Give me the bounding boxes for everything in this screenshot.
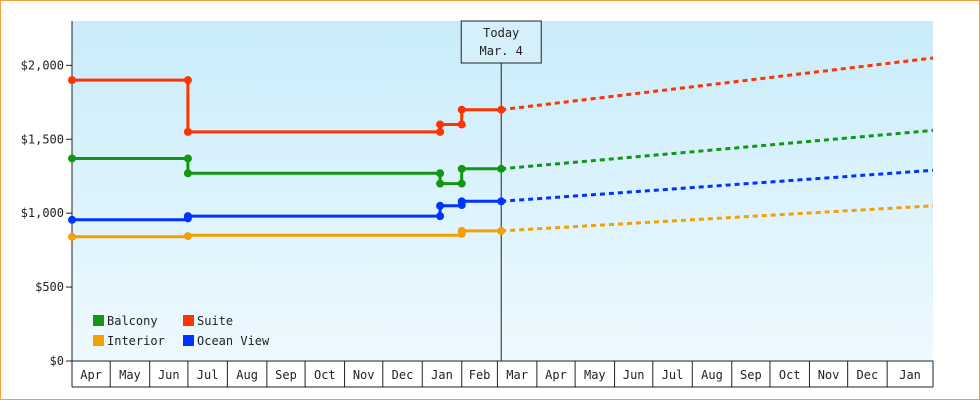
x-tick-label: Sep (275, 368, 297, 382)
suite-data-point (457, 105, 466, 114)
x-tick-label: Jun (623, 368, 645, 382)
suite-forecast-line (501, 56, 934, 112)
suite-data-point (68, 76, 76, 85)
interior-forecast-line (501, 204, 934, 233)
legend-label-suite: Suite (197, 314, 233, 328)
y-tick-label: $2,000 (21, 58, 64, 72)
y-tick-label: $500 (35, 280, 64, 294)
interior-data-point (457, 226, 466, 235)
x-tick-label: Jan (899, 368, 921, 382)
interior-data-point (183, 232, 192, 241)
x-tick-label: Apr (545, 368, 567, 382)
x-tick-label: Jul (662, 368, 684, 382)
x-tick-label: Aug (236, 368, 258, 382)
x-tick-label: Aug (701, 368, 723, 382)
balcony-data-point (183, 154, 192, 163)
x-tick-label: Dec (392, 368, 414, 382)
x-tick-label: Oct (314, 368, 336, 382)
ocean-view-forecast-line (501, 168, 934, 203)
balcony-data-point (183, 169, 192, 178)
balcony-data-point (436, 179, 445, 188)
today-date-label: Mar. 4 (480, 44, 523, 58)
y-tick-label: $0 (50, 354, 64, 368)
balcony-data-point (68, 154, 76, 163)
ocean-view-data-point (183, 212, 192, 221)
x-tick-label: Feb (469, 368, 491, 382)
ocean-view-data-point (497, 197, 506, 206)
x-tick-label: May (119, 368, 141, 382)
interior-history-line (72, 229, 502, 239)
x-tick-label: Nov (818, 368, 840, 382)
ocean-view-data-point (68, 215, 76, 224)
x-tick-label: Sep (740, 368, 762, 382)
y-tick-label: $1,500 (21, 132, 64, 146)
x-tick-label: Nov (353, 368, 375, 382)
balcony-data-point (457, 164, 466, 173)
today-callout-box (460, 20, 542, 64)
interior-data-point (68, 232, 76, 241)
legend-swatch-ocean-view (183, 335, 194, 346)
suite-data-point (183, 76, 192, 85)
x-tick-label: May (584, 368, 606, 382)
x-tick-label: Apr (80, 368, 102, 382)
suite-data-point (436, 120, 445, 129)
x-tick-label: Mar (506, 368, 528, 382)
legend-swatch-balcony (93, 315, 104, 326)
suite-data-point (183, 127, 192, 136)
x-tick-label: Jun (158, 368, 180, 382)
suite-data-point (497, 105, 506, 114)
interior-data-point (497, 226, 506, 235)
balcony-data-point (457, 179, 466, 188)
legend-swatch-suite (183, 315, 194, 326)
ocean-view-data-point (457, 197, 466, 206)
balcony-forecast-line (501, 128, 934, 171)
y-tick-label: $1,000 (21, 206, 64, 220)
balcony-data-point (436, 169, 445, 178)
x-tick-label: Oct (779, 368, 801, 382)
legend-swatch-interior (93, 335, 104, 346)
today-label: Today (483, 26, 519, 40)
legend-label-interior: Interior (107, 334, 165, 348)
legend-label-balcony: Balcony (107, 314, 158, 328)
x-tick-label: Jul (197, 368, 219, 382)
legend-label-ocean-view: Ocean View (197, 334, 270, 348)
suite-data-point (457, 120, 466, 129)
ocean-view-data-point (436, 212, 445, 221)
x-tick-label: Dec (857, 368, 879, 382)
plot-background (72, 21, 933, 361)
balcony-data-point (497, 164, 506, 173)
suite-data-point (436, 127, 445, 136)
x-tick-label: Jan (431, 368, 453, 382)
ocean-view-data-point (436, 201, 445, 210)
